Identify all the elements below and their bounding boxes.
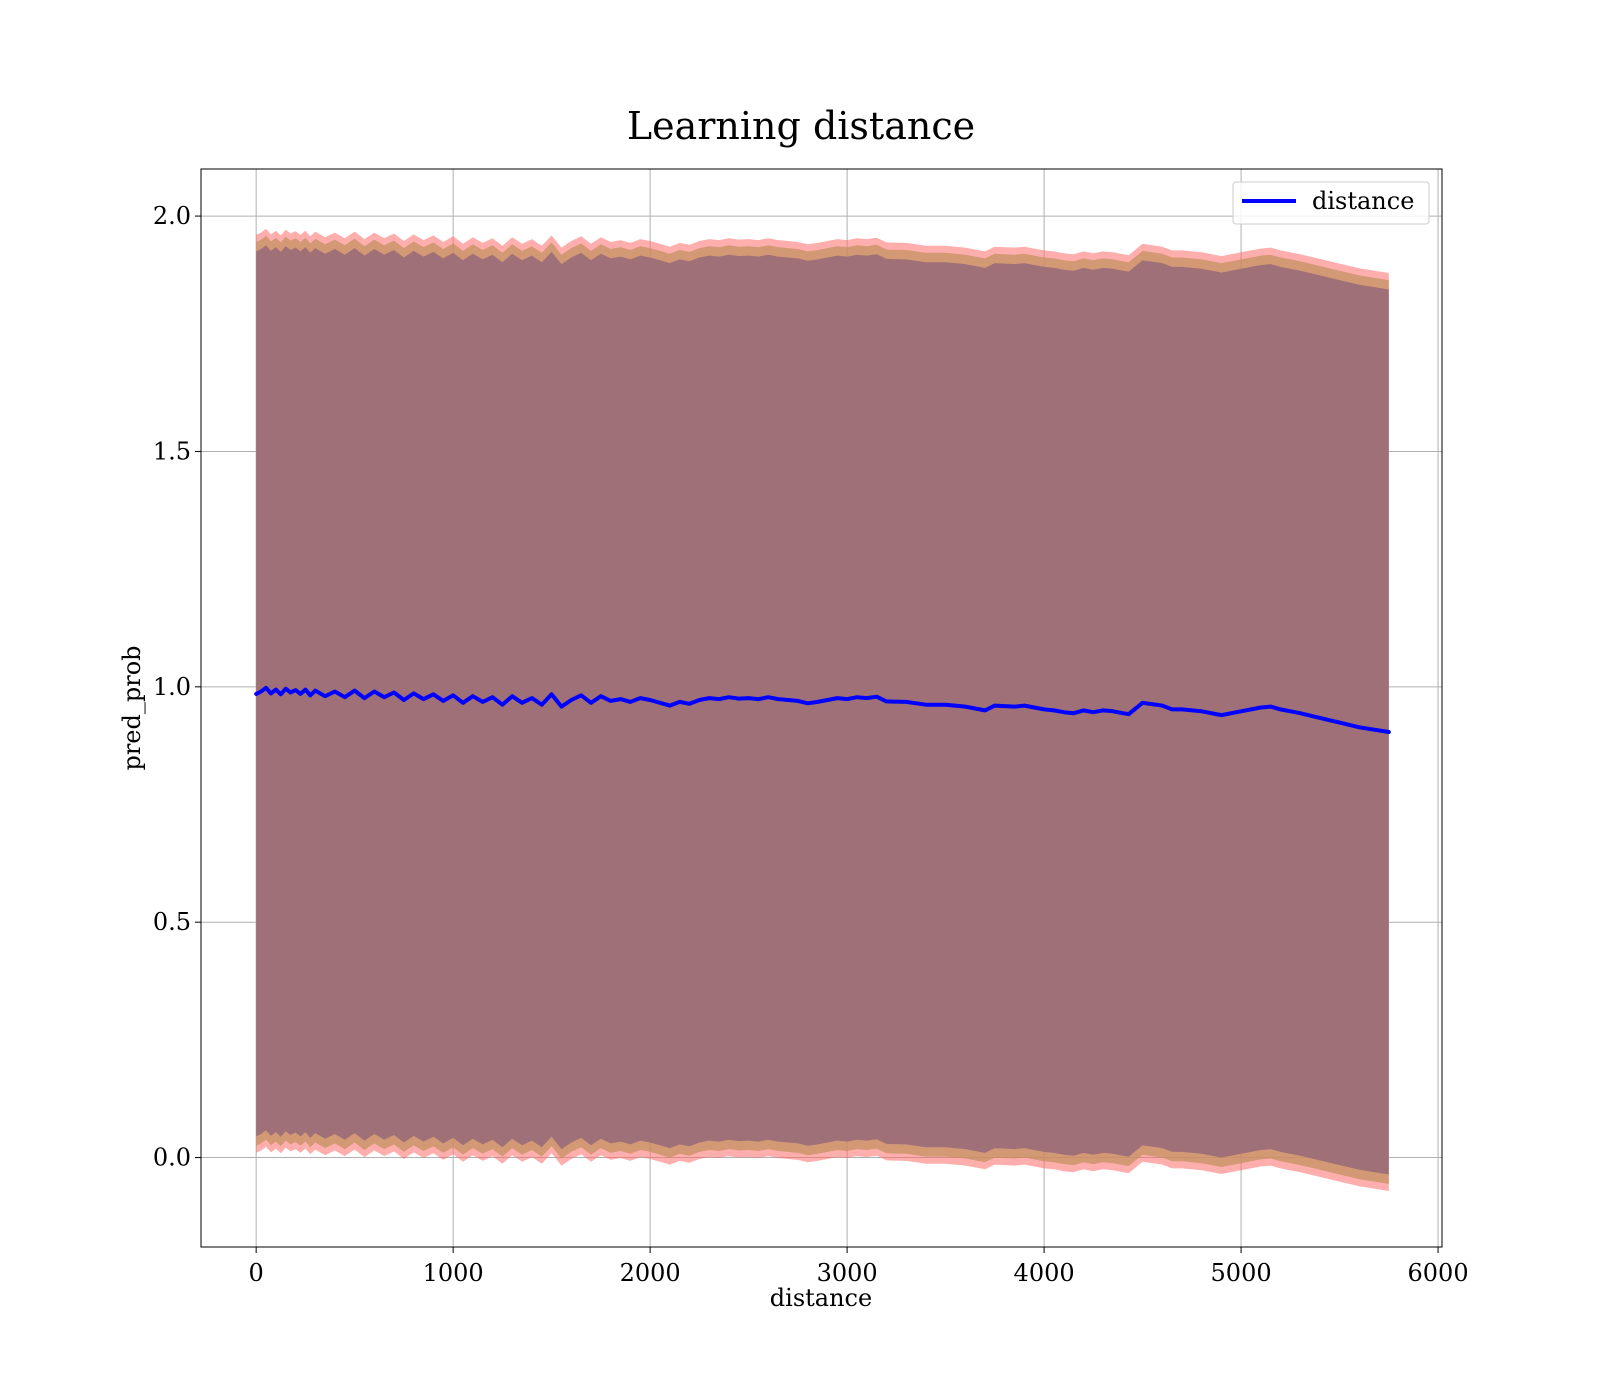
x-ticks: 0 1000 2000 3000 4000 5000 6000 (249, 1247, 1469, 1287)
error-bands (256, 228, 1389, 1192)
x-tick-label: 6000 (1408, 1259, 1469, 1287)
series-lines (254, 685, 1391, 734)
x-axis-label: distance (770, 1284, 872, 1312)
y-axis-label: pred_prob (118, 645, 146, 770)
x-tick-label: 5000 (1211, 1259, 1272, 1287)
chart-title: Learning distance (627, 104, 975, 148)
y-ticks: 0.0 0.5 1.0 1.5 2.0 (153, 202, 201, 1172)
y-tick-label: 2.0 (153, 202, 191, 230)
band-inner (256, 245, 1389, 1175)
y-tick-label: 0.0 (153, 1144, 191, 1172)
y-tick-label: 1.0 (153, 673, 191, 701)
legend: distance (1232, 181, 1430, 225)
series-line-distance (254, 685, 1391, 734)
x-tick-label: 3000 (817, 1259, 878, 1287)
x-tick-label: 4000 (1014, 1259, 1075, 1287)
x-tick-label: 1000 (423, 1259, 484, 1287)
plot-frame (200, 168, 1443, 1248)
legend-label-distance: distance (1312, 187, 1414, 215)
x-tick-label: 0 (249, 1259, 264, 1287)
legend-box (1232, 181, 1430, 225)
y-tick-label: 1.5 (153, 437, 191, 465)
x-tick-label: 2000 (620, 1259, 681, 1287)
y-tick-label: 0.5 (153, 908, 191, 936)
